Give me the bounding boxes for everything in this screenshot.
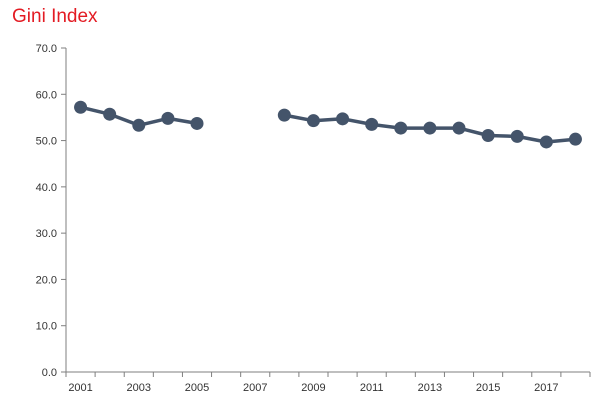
data-point: [74, 100, 88, 114]
y-tick-label: 40.0: [36, 182, 57, 194]
y-tick-label: 10.0: [36, 321, 57, 333]
data-point: [539, 135, 553, 149]
data-point: [103, 107, 117, 121]
x-tick-label: 2009: [301, 382, 325, 394]
data-point: [190, 116, 204, 130]
y-tick-label: 30.0: [36, 228, 57, 240]
y-tick-label: 60.0: [36, 89, 57, 101]
x-tick-label: 2005: [185, 382, 209, 394]
y-tick-label: 0.0: [42, 367, 57, 379]
data-point: [161, 111, 175, 125]
y-tick-label: 20.0: [36, 274, 57, 286]
data-point: [365, 117, 379, 131]
x-tick-label: 2015: [476, 382, 500, 394]
chart-title: Gini Index: [12, 6, 98, 27]
data-point: [336, 112, 350, 126]
y-tick-label: 70.0: [36, 43, 57, 55]
x-tick-label: 2007: [243, 382, 267, 394]
data-point: [277, 108, 291, 122]
x-tick-label: 2011: [360, 382, 384, 394]
data-point: [568, 132, 582, 146]
data-point: [132, 118, 146, 132]
data-point: [423, 121, 437, 135]
data-point: [510, 129, 524, 143]
data-point: [481, 128, 495, 142]
x-tick-label: 2013: [418, 382, 442, 394]
data-point: [452, 121, 466, 135]
x-tick-label: 2003: [127, 382, 151, 394]
data-point: [306, 114, 320, 128]
y-tick-label: 50.0: [36, 136, 57, 148]
x-tick-label: 2001: [68, 382, 92, 394]
x-tick-label: 2017: [534, 382, 558, 394]
data-point: [394, 121, 408, 135]
